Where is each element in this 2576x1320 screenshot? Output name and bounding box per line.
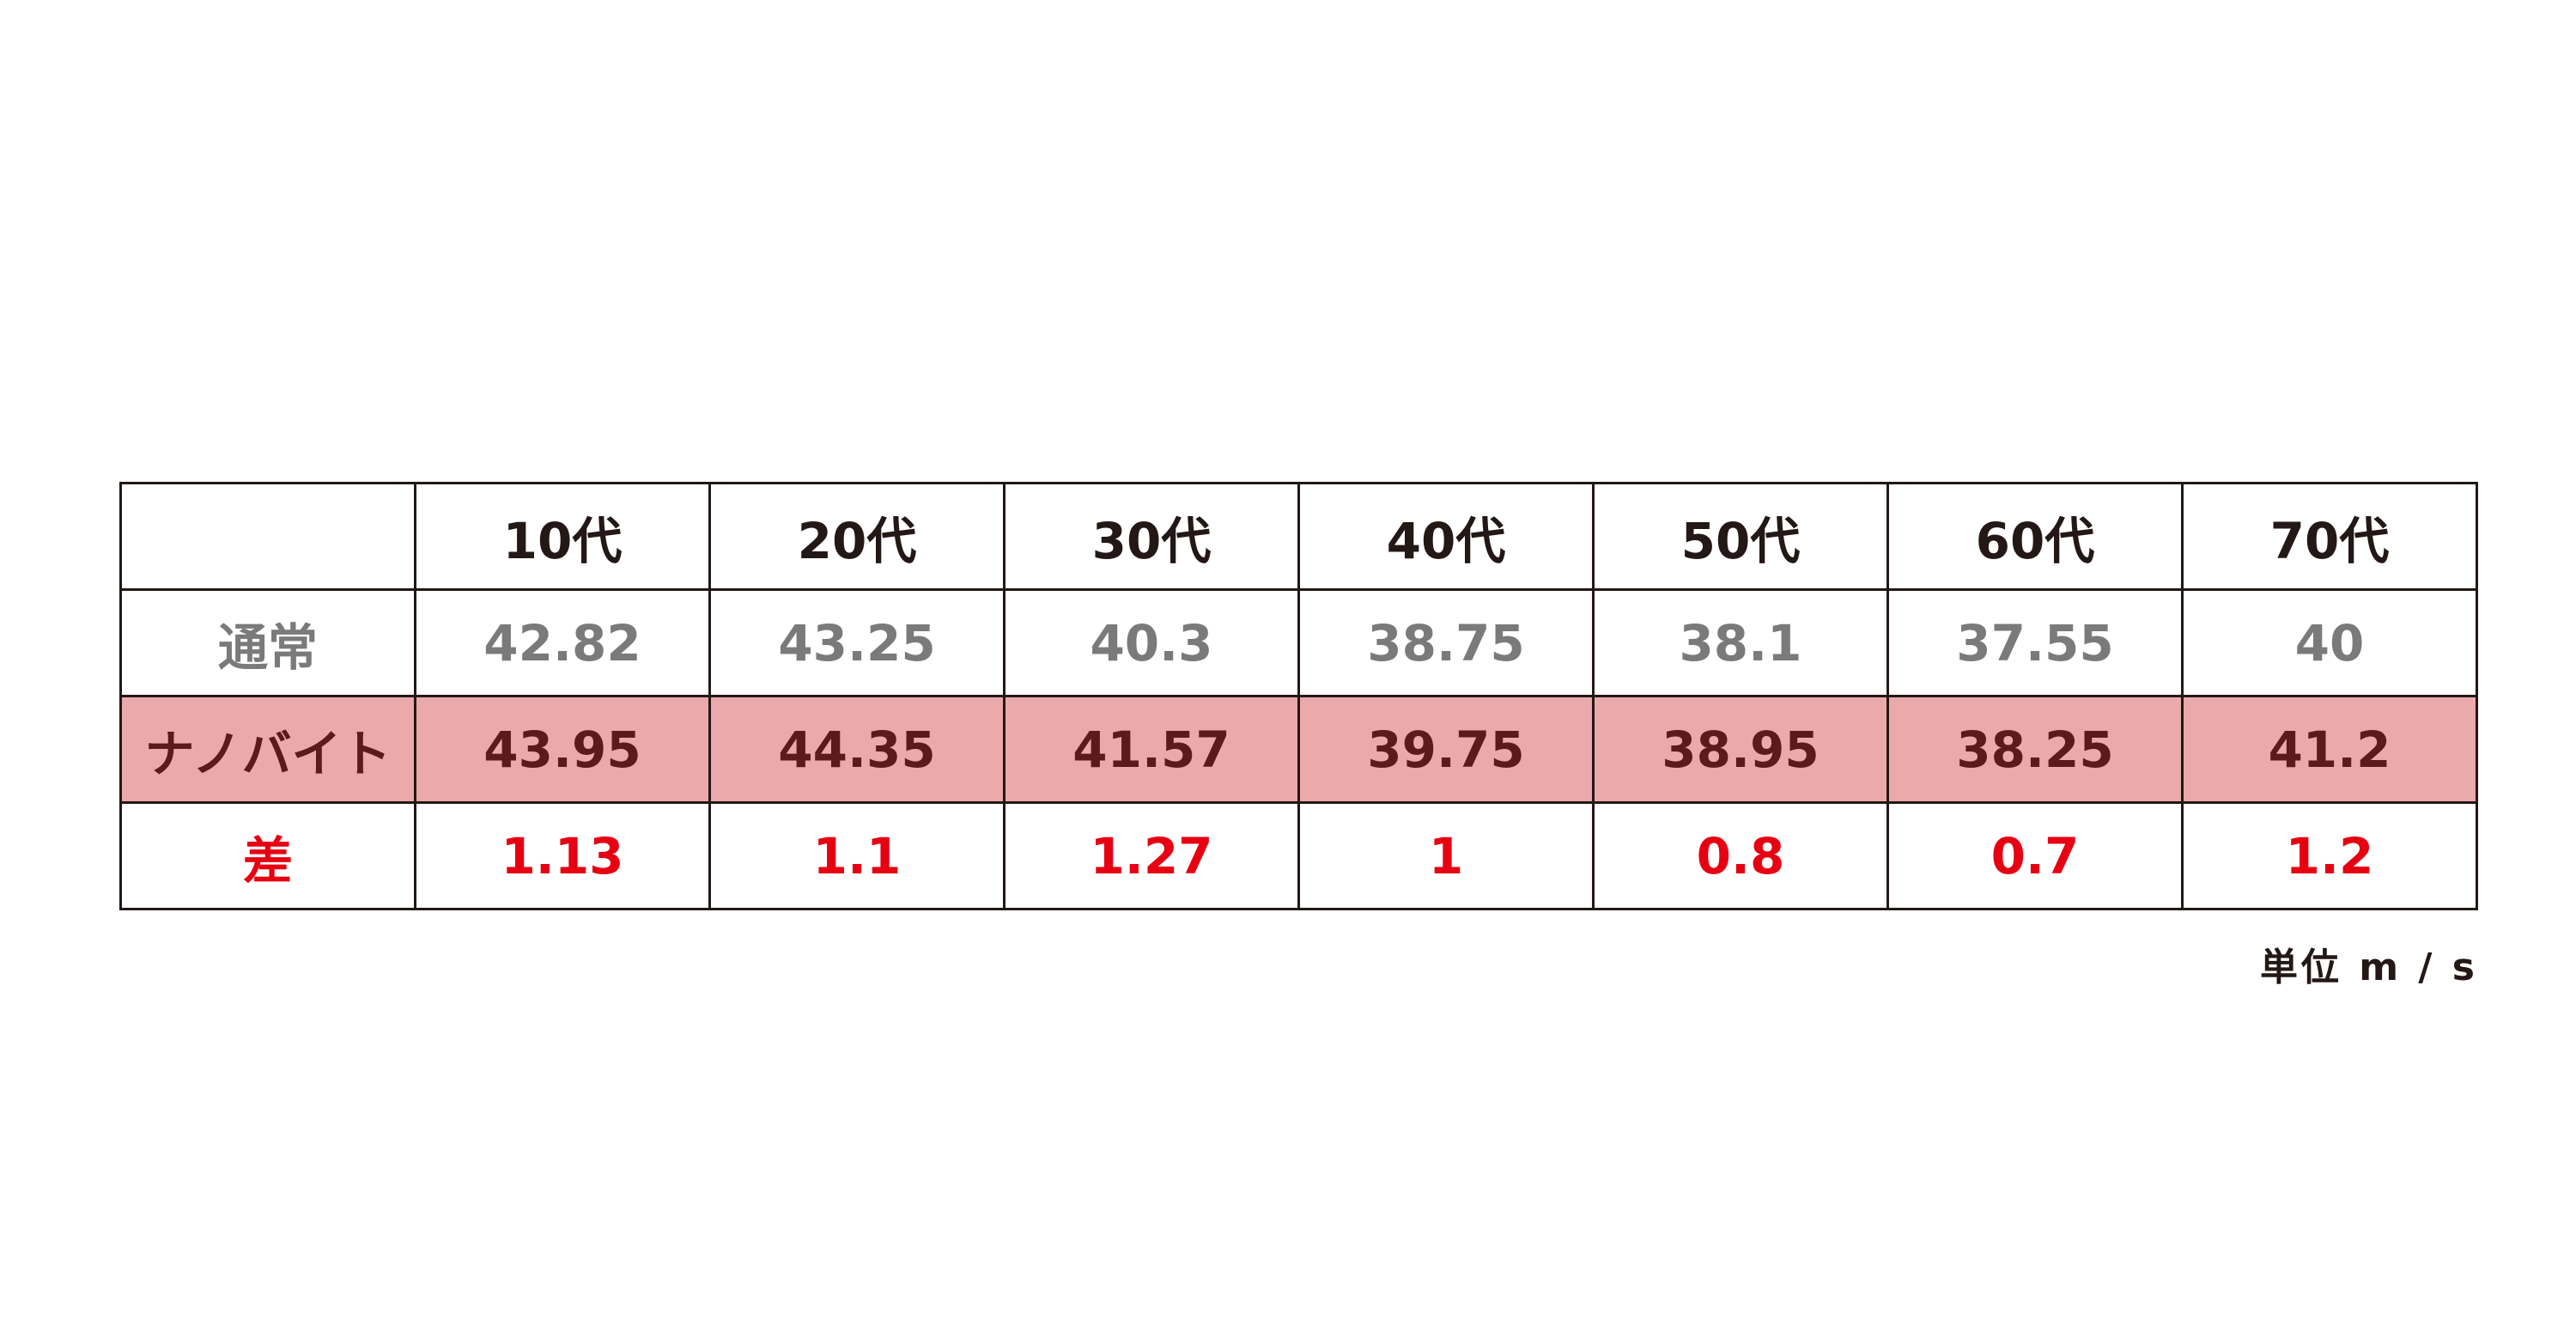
- table-row: 通常 42.82 43.25 40.3 38.75 38.1 37.55 40: [119, 588, 2478, 697]
- table-cell: 40.3: [1003, 588, 1300, 697]
- table-cell: 1: [1297, 801, 1595, 910]
- table-cell: 43.95: [414, 695, 711, 804]
- column-header: 10代: [414, 482, 711, 591]
- table-cell: 37.55: [1886, 588, 2184, 697]
- header-row: 10代 20代 30代 40代 50代 60代 70代: [119, 482, 2478, 591]
- column-header: 50代: [1592, 482, 1889, 591]
- table-cell: 38.75: [1297, 588, 1595, 697]
- table-cell: 1.1: [708, 801, 1005, 910]
- table-cell: 38.1: [1592, 588, 1889, 697]
- table-cell: 43.25: [708, 588, 1005, 697]
- table-cell: 39.75: [1297, 695, 1595, 804]
- column-header: 20代: [708, 482, 1005, 591]
- table-cell: 41.2: [2181, 695, 2478, 804]
- table-cell: 1.2: [2181, 801, 2478, 910]
- table-cell: 1.13: [414, 801, 711, 910]
- row-label: ナノバイト: [119, 695, 416, 804]
- table-cell: 41.57: [1003, 695, 1300, 804]
- table-row: 差 1.13 1.1 1.27 1 0.8 0.7 1.2: [119, 801, 2478, 910]
- table-cell: 38.95: [1592, 695, 1889, 804]
- column-header: 70代: [2181, 482, 2478, 591]
- unit-note: 単位 m / s: [2259, 946, 2478, 989]
- row-label: 通常: [119, 588, 416, 697]
- table-cell: 42.82: [414, 588, 711, 697]
- corner-cell: [119, 482, 416, 591]
- row-label: 差: [119, 801, 416, 910]
- column-header: 40代: [1297, 482, 1595, 591]
- column-header: 60代: [1886, 482, 2184, 591]
- table-cell: 40: [2181, 588, 2478, 697]
- table-cell: 1.27: [1003, 801, 1300, 910]
- table-cell: 44.35: [708, 695, 1005, 804]
- table-cell: 0.8: [1592, 801, 1889, 910]
- data-table: 10代 20代 30代 40代 50代 60代 70代 通常 42.82 43.25 40.3 38…: [119, 482, 2478, 910]
- column-header: 30代: [1003, 482, 1300, 591]
- table-cell: 38.25: [1886, 695, 2184, 804]
- table-cell: 0.7: [1886, 801, 2184, 910]
- table-row: ナノバイト 43.95 44.35 41.57 39.75 38.95 38.25 41.2: [119, 695, 2478, 804]
